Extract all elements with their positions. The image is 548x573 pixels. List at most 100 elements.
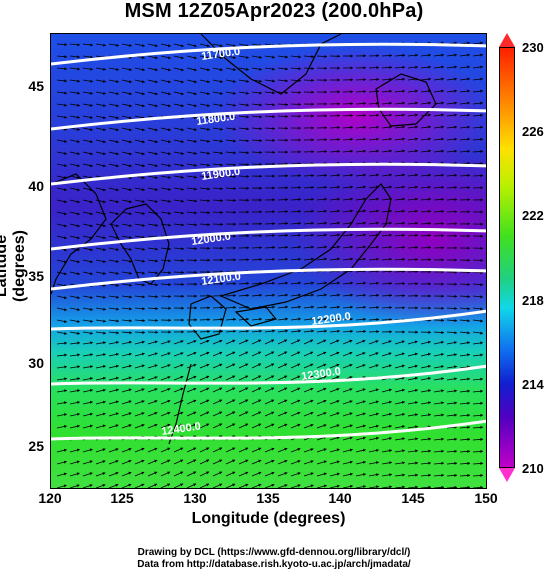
wind-vector-head xyxy=(454,234,457,238)
wind-vector-head xyxy=(220,163,223,167)
wind-vector-head xyxy=(129,319,132,323)
wind-vector-head xyxy=(193,80,197,84)
wind-vector-head xyxy=(454,53,457,57)
wind-vector-head xyxy=(219,68,223,72)
wind-vector-head xyxy=(167,364,171,367)
wind-vector-head xyxy=(89,224,93,228)
wind-vector-head xyxy=(298,233,301,237)
wind-vector-head xyxy=(102,236,106,240)
wind-vector-head xyxy=(154,80,158,84)
wind-vector-head xyxy=(362,448,366,452)
wind-vector-head xyxy=(297,448,301,451)
wind-vector-head xyxy=(441,137,444,141)
wind-vector-head xyxy=(258,339,262,343)
wind-vector-head xyxy=(402,89,405,93)
height-contour-line xyxy=(51,227,486,251)
wind-vector-head xyxy=(128,448,132,451)
wind-vector-head xyxy=(103,341,106,345)
wind-vector-head xyxy=(467,149,470,153)
wind-vector-head xyxy=(155,330,158,334)
wind-vector-head xyxy=(193,363,197,367)
wind-vector-head xyxy=(349,388,353,391)
wind-vector-head xyxy=(480,473,483,477)
wind-vector-head xyxy=(206,423,210,427)
wind-vector-head xyxy=(298,329,301,333)
wind-vector-head xyxy=(89,448,93,452)
wind-vector-head xyxy=(310,411,314,415)
wind-vector-head xyxy=(193,56,197,60)
wind-vector-head xyxy=(350,257,353,261)
wind-vector-head xyxy=(350,125,353,129)
wind-vector-head xyxy=(181,282,184,286)
wind-vector-head xyxy=(415,233,418,237)
wind-vector-head xyxy=(103,79,106,83)
wind-vector-head xyxy=(441,53,444,57)
wind-vector-head xyxy=(441,401,444,405)
wind-vector-head xyxy=(454,65,457,69)
wind-vector-head xyxy=(220,199,223,203)
wind-vector-head xyxy=(102,388,106,392)
wind-vector-head xyxy=(363,149,366,153)
map-canvas: 11700.0 11800.0 11900.0 12000.0 12100.0 12200… xyxy=(51,34,486,488)
wind-vector-head xyxy=(480,137,483,141)
wind-vector-head xyxy=(155,271,158,275)
wind-vector-head xyxy=(285,55,288,59)
wind-vector-head xyxy=(402,125,405,129)
wind-vector-head xyxy=(285,138,288,142)
coastline-ryukyu xyxy=(168,363,192,445)
wind-vector-head xyxy=(77,308,80,311)
wind-vector-head xyxy=(206,399,210,403)
wind-vector-head xyxy=(454,306,457,310)
wind-vector-head xyxy=(167,459,171,463)
wind-vector-head xyxy=(194,282,197,286)
wind-vector-head xyxy=(480,341,483,345)
wind-vector-head xyxy=(323,375,327,379)
wind-vector-head xyxy=(414,340,418,344)
wind-vector-head xyxy=(220,139,223,143)
wind-vector-head xyxy=(350,305,353,309)
height-contour-line xyxy=(51,267,486,291)
wind-vector-head xyxy=(467,282,470,286)
x-tick-label: 140 xyxy=(328,490,352,506)
wind-vector-head xyxy=(246,55,249,59)
wind-vector-head xyxy=(272,281,275,285)
wind-vector-head xyxy=(362,460,366,464)
wind-vector-head xyxy=(64,331,67,335)
wind-vector-head xyxy=(141,128,145,132)
wind-vector-head xyxy=(363,281,366,285)
wind-vector-head xyxy=(428,89,431,93)
wind-vector-head xyxy=(428,246,431,250)
wind-vector-head xyxy=(337,102,340,106)
wind-vector-head xyxy=(389,54,392,58)
wind-vector-head xyxy=(259,198,262,202)
wind-vector-head xyxy=(467,53,470,57)
wind-vector-head xyxy=(285,198,288,202)
wind-vector-head xyxy=(207,282,210,286)
wind-vector-head xyxy=(259,246,262,250)
wind-vector-head xyxy=(271,447,275,451)
wind-vector-head xyxy=(271,411,275,415)
wind-vector-head xyxy=(298,126,301,130)
wind-vector-head xyxy=(154,483,158,487)
wind-vector-head xyxy=(375,364,379,368)
wind-vector-head xyxy=(129,283,132,287)
wind-vector-head xyxy=(298,138,301,142)
wind-vector-head xyxy=(467,353,470,357)
wind-vector-head xyxy=(272,222,275,226)
wind-vector-head xyxy=(168,259,171,263)
wind-vector-head xyxy=(167,152,171,156)
wind-vector-head xyxy=(363,317,366,321)
footer-credit-drawing: Drawing by DCL (https://www.gfd-dennou.o… xyxy=(137,547,411,558)
wind-vector-head xyxy=(102,188,106,192)
wind-vector-head xyxy=(141,388,145,392)
wind-vector-head xyxy=(103,67,106,71)
wind-vector-head xyxy=(219,483,223,487)
wind-vector-head xyxy=(311,174,314,178)
wind-vector-head xyxy=(128,104,132,108)
wind-vector-head xyxy=(480,283,483,287)
wind-vector-head xyxy=(246,127,249,131)
wind-vector-head xyxy=(155,176,158,179)
wind-vector-head xyxy=(64,55,67,59)
wind-vector-head xyxy=(454,461,457,465)
wind-vector-head xyxy=(401,340,405,344)
